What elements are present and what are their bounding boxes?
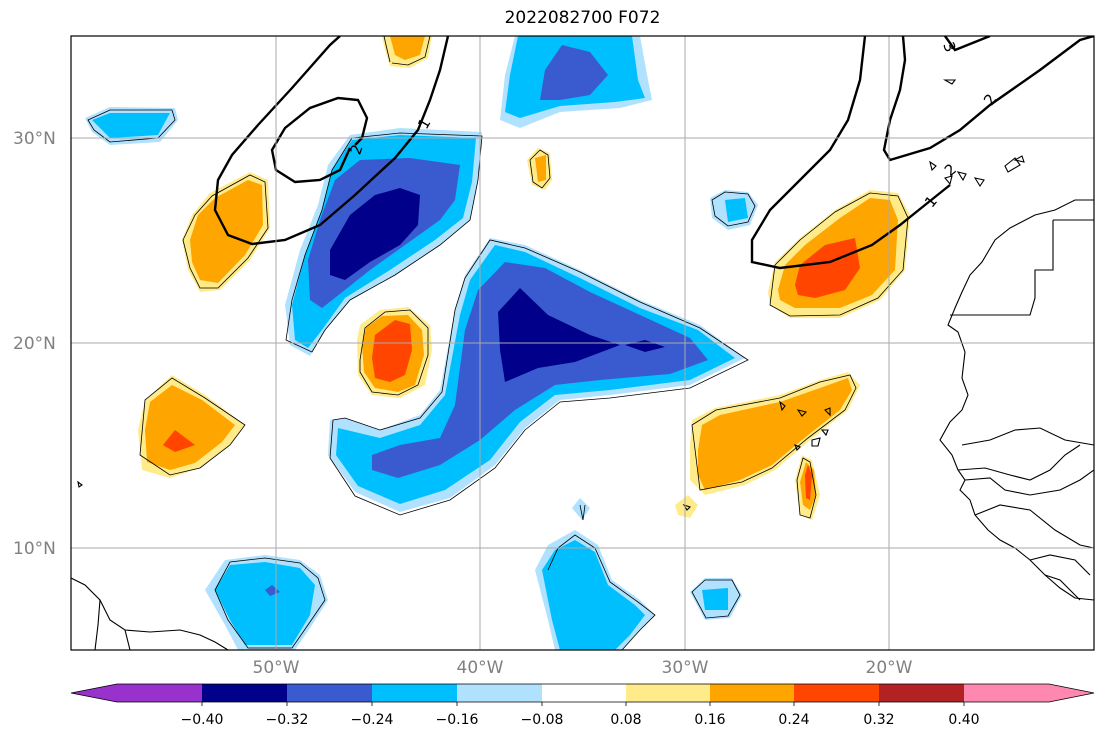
lon-label-40w: 40°W (457, 658, 504, 678)
colorbar-tick-label: −0.16 (436, 712, 479, 728)
grid-lines (71, 36, 1094, 650)
lon-label-20w: 20°W (866, 658, 913, 678)
colorbar-tick-label: 0.32 (863, 712, 894, 728)
top-center-negative (500, 36, 652, 128)
colorbar: −0.40 −0.32 −0.24 −0.16 −0.08 0.08 0.16 … (70, 683, 1095, 728)
lon-label-30w: 30°W (662, 658, 709, 678)
map-title: 2022082700 F072 (504, 8, 661, 28)
latitude-labels: 30°N 20°N 10°N (13, 129, 56, 559)
lat-label-20n: 20°N (13, 334, 56, 354)
colorbar-tick-label: 0.08 (610, 712, 641, 728)
longitude-labels: 50°W 40°W 30°W 20°W (253, 658, 913, 678)
upper-left-negative-system (285, 128, 482, 356)
plot-frame (70, 35, 1095, 651)
central-negative-system (328, 238, 745, 512)
colorbar-extend-high (1049, 684, 1094, 702)
lon-label-50w: 50°W (253, 658, 300, 678)
colorbar-tick-label: −0.32 (266, 712, 309, 728)
positive-anomalies (138, 36, 910, 520)
contour-lines (213, 36, 1094, 270)
colorbar-tick-label: 0.24 (778, 712, 809, 728)
lat-label-30n: 30°N (13, 129, 56, 149)
colorbar-tick-label: −0.40 (181, 712, 224, 728)
lat-label-10n: 10°N (13, 539, 56, 559)
colorbar-tick-label: 0.16 (694, 712, 725, 728)
colorbar-tick-label: −0.08 (521, 712, 564, 728)
colorbar-extend-low (71, 684, 117, 702)
colorbar-tick-label: −0.24 (351, 712, 394, 728)
shaded-anomaly-fields (85, 36, 910, 650)
colorbar-tick-label: 0.40 (948, 712, 979, 728)
coastlines (71, 79, 1094, 650)
